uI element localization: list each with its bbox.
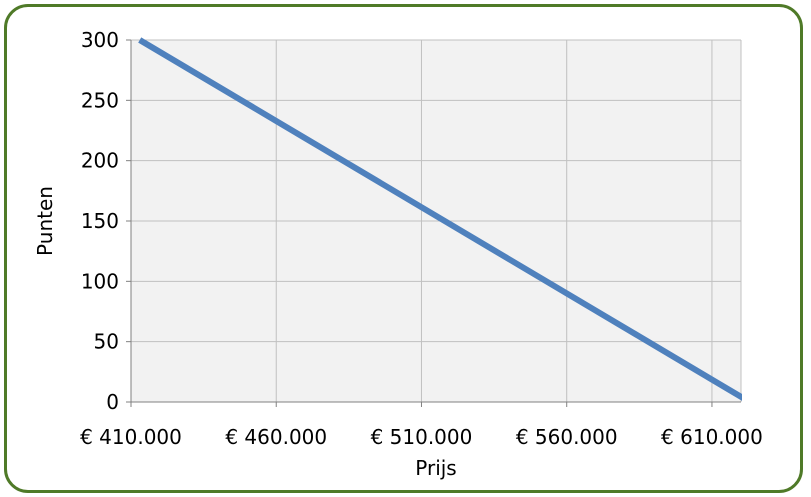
axes (126, 39, 741, 407)
x-tick-label: € 610.000 (661, 425, 763, 449)
y-tick-label: 0 (106, 390, 119, 414)
x-tick-label: € 410.000 (80, 425, 182, 449)
x-tick-labels: € 410.000 € 460.000 € 510.000 € 560.000 € 61… (80, 425, 763, 449)
y-tick-label: 100 (81, 269, 119, 293)
y-tick-label: 50 (94, 330, 119, 354)
series-line (138, 37, 742, 401)
y-axis-title: Punten (33, 186, 57, 256)
y-tick-label: 150 (81, 209, 119, 233)
y-tick-label: 200 (81, 149, 119, 173)
x-tick-label: € 560.000 (516, 425, 618, 449)
y-tick-labels: 0 50 100 150 200 250 300 (81, 28, 119, 414)
x-axis-title: Prijs (415, 456, 456, 480)
y-tick-label: 250 (81, 88, 119, 112)
series-layer (138, 37, 742, 401)
grid-lines (131, 39, 742, 402)
x-tick-label: € 460.000 (225, 425, 327, 449)
y-tick-label: 300 (81, 28, 119, 52)
x-tick-label: € 510.000 (371, 425, 473, 449)
